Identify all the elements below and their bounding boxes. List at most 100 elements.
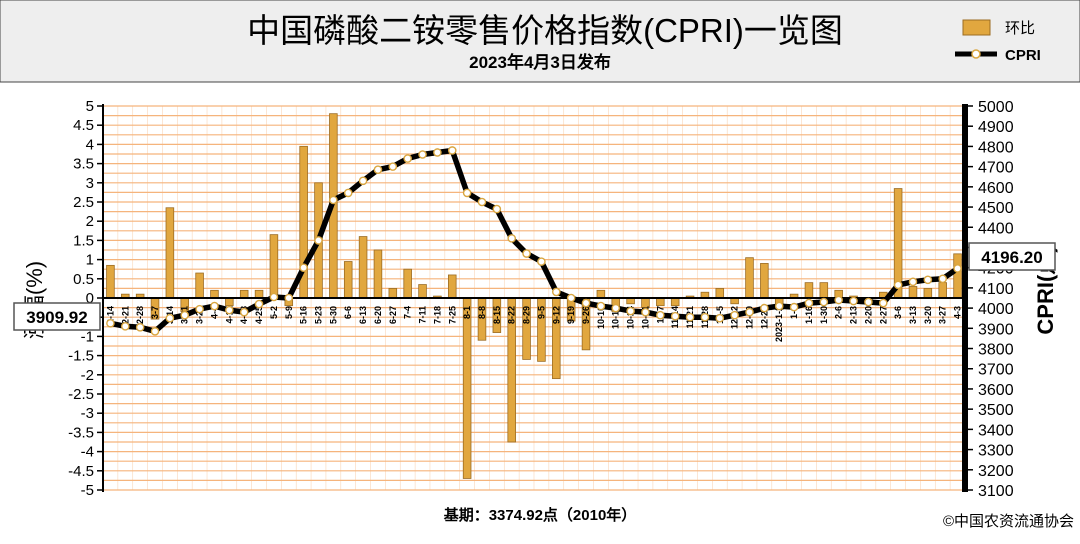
x-tick-6-27: 6-27 xyxy=(388,306,398,324)
x-tick-1-9: 1-9 xyxy=(789,306,799,319)
y-left-tick--4.5: -4.5 xyxy=(68,463,94,480)
cpri-point-12-26 xyxy=(760,303,769,313)
x-tick-10-31: 10-31 xyxy=(640,306,650,329)
cpri-point-3-28 xyxy=(195,304,204,314)
y-left-tick-1: 1 xyxy=(86,252,94,269)
bar-6-27 xyxy=(388,287,398,299)
x-tick-9-12: 9-12 xyxy=(551,306,561,324)
y-right-tick-4400: 4400 xyxy=(978,220,1014,237)
cpri-point-2-20 xyxy=(864,297,873,307)
bar-11-7 xyxy=(656,297,665,307)
x-tick-10-17: 10-17 xyxy=(611,306,621,329)
x-tick-12-19: 12-19 xyxy=(745,306,755,329)
cpri-series xyxy=(106,146,962,336)
x-tick-1-16: 1-16 xyxy=(804,306,814,324)
header-background xyxy=(0,0,1080,83)
x-tick-7-11: 7-11 xyxy=(418,306,428,324)
y-right-tick-3600: 3600 xyxy=(978,382,1014,399)
bar-2-14 xyxy=(106,264,115,299)
y-right-tick-labels: 5000490048004700460045004400430042004100… xyxy=(965,99,1014,500)
x-tick-5-30: 5-30 xyxy=(328,306,338,324)
y-left-tick-4: 4 xyxy=(86,136,94,153)
cpri-point-5-23 xyxy=(314,236,323,245)
y-right-tick-5000: 5000 xyxy=(978,99,1014,116)
cpri-point-2-6 xyxy=(834,295,843,305)
copyright-note: ©中国农资流通协会 xyxy=(943,513,1074,530)
y-right-tick-4900: 4900 xyxy=(978,119,1014,136)
cpri-point-4-18 xyxy=(239,307,249,317)
base-period-note: 基期：3374.92点（2010年） xyxy=(443,506,637,524)
y-left-tick-2.5: 2.5 xyxy=(73,194,94,211)
x-tick-5-9: 5-9 xyxy=(284,306,294,319)
x-tick-2-27: 2-27 xyxy=(878,306,888,324)
x-tick-4-11: 4-11 xyxy=(224,306,234,324)
cpri-point-10-17 xyxy=(611,303,621,313)
cpri-point-6-27 xyxy=(388,162,398,171)
bar-4-4 xyxy=(210,289,219,299)
end-value-box xyxy=(968,242,1056,271)
end-value-text: 4196.20 xyxy=(981,248,1042,267)
bar-12-26 xyxy=(760,263,769,299)
bar-3-14 xyxy=(165,207,175,299)
cpri-point-2-28 xyxy=(135,323,145,332)
bar-10-10 xyxy=(596,289,606,299)
cpri-point-11-14 xyxy=(670,311,680,321)
cpri-point-6-20 xyxy=(373,165,383,174)
cpri-point-8-29 xyxy=(522,249,531,258)
x-tick-2-6: 2-6 xyxy=(834,306,844,319)
cpri-point-12-12 xyxy=(730,310,739,320)
cpri-point-7-18 xyxy=(433,148,442,157)
cpri-point-1-16 xyxy=(804,298,814,308)
start-value-text: 3909.92 xyxy=(26,308,87,327)
y-left-tick--1: -1 xyxy=(81,328,94,345)
bar-7-25 xyxy=(447,274,457,299)
x-tick-2-14: 2-14 xyxy=(105,306,115,324)
cpri-point-9-12 xyxy=(551,287,561,297)
y-left-tick-4.5: 4.5 xyxy=(73,117,94,134)
x-tick-8-1: 8-1 xyxy=(462,306,472,319)
y-right-tick-3700: 3700 xyxy=(978,362,1014,379)
x-tick-2-28: 2-28 xyxy=(135,306,145,324)
cpri-point-7-4 xyxy=(403,154,412,163)
y-right-tick-4000: 4000 xyxy=(978,301,1014,318)
cpri-point-7-25 xyxy=(447,146,457,155)
legend-line-marker xyxy=(971,49,981,59)
cpri-point-12-5 xyxy=(715,313,725,323)
y-left-tick--2.5: -2.5 xyxy=(68,386,94,403)
y-right-tick-4600: 4600 xyxy=(978,180,1014,197)
cpri-point-3-13 xyxy=(908,277,918,287)
y-left-tick--3: -3 xyxy=(81,405,94,422)
x-tick-8-29: 8-29 xyxy=(522,306,532,324)
y-left-tick-5: 5 xyxy=(86,98,94,115)
bar-11-14 xyxy=(670,297,680,307)
cpri-point-3-6 xyxy=(893,280,903,290)
bar-3-27 xyxy=(938,282,947,299)
y-left-tick-1.5: 1.5 xyxy=(73,232,94,249)
bar-7-4 xyxy=(403,268,412,299)
grid-lines xyxy=(102,105,966,491)
x-tick-3-28: 3-28 xyxy=(195,306,205,324)
x-tick-6-20: 6-20 xyxy=(373,306,383,324)
y-right-tick-3400: 3400 xyxy=(978,422,1014,439)
bar-1-16 xyxy=(804,282,814,299)
x-tick-10-24: 10-24 xyxy=(626,306,636,329)
cpri-point-10-24 xyxy=(626,306,635,316)
cpri-point-1-9 xyxy=(789,302,799,312)
cpri-point-11-7 xyxy=(656,310,665,320)
x-tick-4-25: 4-25 xyxy=(254,306,264,324)
bar-4-3 xyxy=(953,253,962,299)
cpri-point-3-14 xyxy=(165,313,175,323)
bar-4-11 xyxy=(225,297,234,307)
bar-12-5 xyxy=(715,287,725,299)
y-right-tick-4500: 4500 xyxy=(978,200,1014,217)
x-tick-2023-1-2: 2023-1-2 xyxy=(774,306,784,342)
x-tick-5-2: 5-2 xyxy=(269,306,279,319)
cpri-point-12-19 xyxy=(745,307,754,317)
x-tick-10-10: 10-10 xyxy=(596,306,606,329)
cpri-point-3-21 xyxy=(180,310,190,320)
cpri-point-10-10 xyxy=(596,301,606,311)
cpri-point-1-30 xyxy=(819,297,829,307)
cpri-point-9-26 xyxy=(581,298,591,308)
x-tick-2-21: 2-21 xyxy=(120,306,130,324)
cpri-point-2-27 xyxy=(878,298,888,308)
